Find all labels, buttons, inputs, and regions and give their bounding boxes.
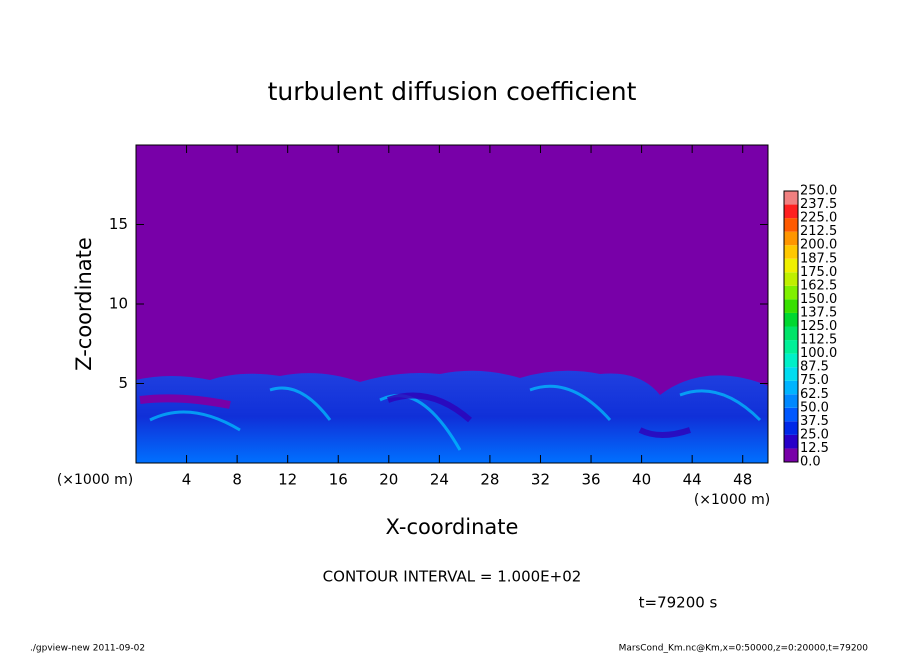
colorbar-label: 150.0 [800, 292, 837, 307]
eddy-streaks [149, 384, 762, 451]
contour-interval: CONTOUR INTERVAL = 1.000E+02 [323, 568, 582, 586]
colorbar-frame [783, 190, 799, 463]
x-tick-label: 44 [683, 471, 702, 489]
colorbar-label: 62.5 [800, 387, 829, 402]
colorbar-label: 162.5 [800, 278, 837, 293]
colorbar-band [784, 204, 798, 219]
colorbar-label: 112.5 [800, 333, 837, 348]
time-label: t=79200 s [639, 594, 718, 612]
x-tick-label: 48 [733, 471, 752, 489]
colorbar-label: 212.5 [800, 224, 837, 239]
field [136, 145, 768, 463]
colorbar-label: 0.0 [800, 455, 821, 470]
x-unit-label: (×1000 m) [57, 472, 133, 488]
colorbar-label: 187.5 [800, 251, 837, 266]
eddy-pocket [386, 392, 691, 438]
colorbar-band [784, 258, 798, 273]
colorbar-band [784, 285, 798, 300]
colorbar-label: 50.0 [800, 400, 829, 415]
x-tick-label: 12 [278, 471, 297, 489]
colorbar-band [784, 421, 798, 435]
colorbar-label: 125.0 [800, 319, 837, 334]
chart-title: turbulent diffusion coefficient [268, 77, 637, 106]
y-axis-label: Z-coordinate [72, 237, 96, 371]
x-tick-label: 28 [480, 471, 499, 489]
colorbar-label: 100.0 [800, 346, 837, 361]
colorbar-label: 200.0 [800, 238, 837, 253]
x-tick-label: 4 [182, 471, 192, 489]
colorbar-band [784, 367, 798, 381]
colorbar-label: 175.0 [800, 265, 837, 280]
colorbar-band [784, 340, 798, 354]
colorbar-band [784, 434, 798, 449]
colorbar-band [784, 394, 798, 408]
colorbar-band [784, 218, 798, 232]
colorbar-band [784, 380, 798, 395]
colorbar-band [784, 299, 798, 313]
colorbar-label: 12.5 [800, 441, 829, 456]
x-tick-label: 24 [430, 471, 449, 489]
colorbar-band [784, 245, 798, 259]
x-axis-label: X-coordinate [386, 515, 519, 539]
colorbar-label: 87.5 [800, 360, 829, 375]
colorbar-band [784, 353, 798, 368]
colorbar-band [784, 312, 798, 327]
y-tick-label: 15 [109, 215, 128, 233]
x-tick-label: 40 [632, 471, 651, 489]
colorbar-label: 25.0 [800, 427, 829, 442]
x-tick-label: 32 [531, 471, 550, 489]
x-tick-label: 20 [379, 471, 398, 489]
colorbar-band [784, 272, 798, 286]
colorbar-band [784, 407, 798, 422]
colorbar-label: 137.5 [800, 305, 837, 320]
colorbar-label: 37.5 [800, 414, 829, 429]
x-tick-label: 36 [581, 471, 600, 489]
footer-right: MarsCond_Km.nc@Km,x=0:50000,z=0:20000,t=… [619, 644, 869, 654]
eddy-pocket [139, 394, 231, 409]
colorbar-label: 225.0 [800, 211, 837, 226]
colorbar-band [784, 231, 798, 246]
y-tick-label: 10 [109, 295, 128, 313]
turbulent-layer [136, 370, 768, 463]
x-unit-label: (×1000 m) [694, 492, 770, 508]
colorbar-label: 75.0 [800, 373, 829, 388]
x-tick-label: 8 [232, 471, 242, 489]
x-tick-label: 16 [329, 471, 348, 489]
colorbar-label: 237.5 [800, 197, 837, 212]
colorbar-band [784, 326, 798, 341]
colorbar-band [784, 448, 798, 462]
colorbar-band [784, 191, 798, 205]
y-tick-label: 5 [118, 374, 128, 392]
footer-left: ./gpview-new 2011-09-02 [30, 644, 145, 654]
colorbar-label: 250.0 [800, 184, 837, 199]
